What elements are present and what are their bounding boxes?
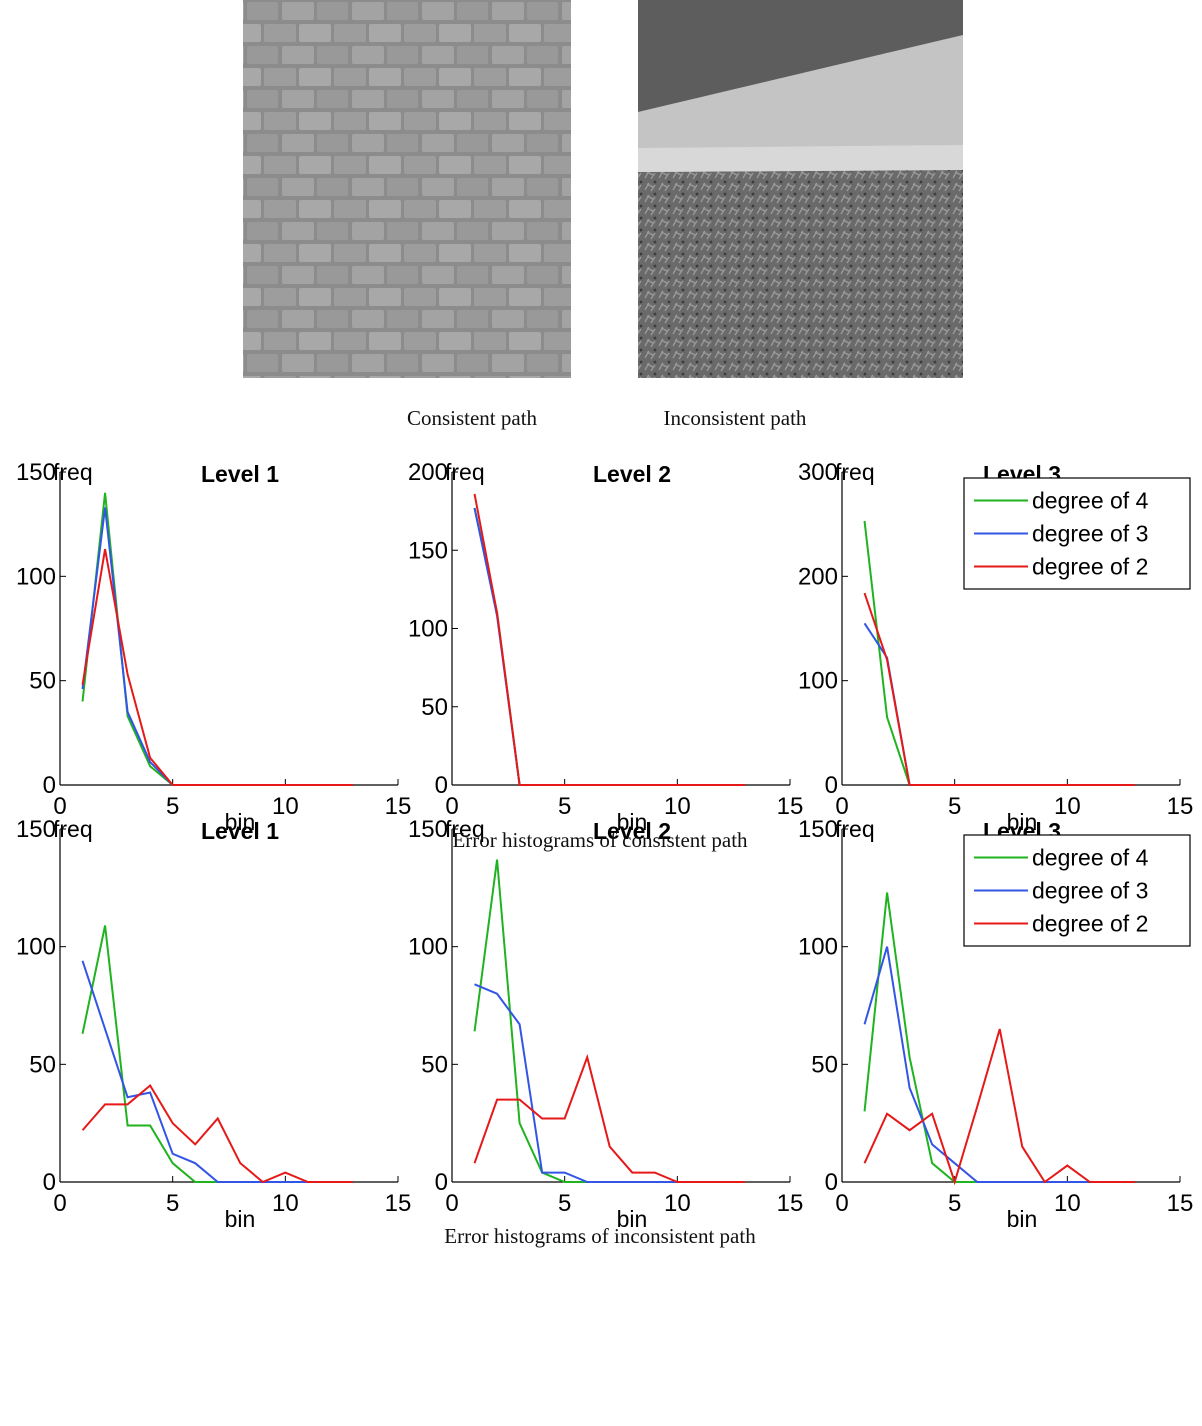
legend-label: degree of 3 <box>1032 878 1148 904</box>
x-tick-label: 0 <box>53 1190 66 1217</box>
data-line <box>863 1028 1135 1186</box>
x-tick-label: 0 <box>53 793 66 820</box>
x-axis-label: bin <box>1007 1206 1038 1232</box>
x-tick-label: 15 <box>385 793 412 820</box>
y-tick-label: 50 <box>421 694 448 721</box>
y-axis-label: freq <box>53 459 93 485</box>
y-tick-label: 50 <box>29 1051 56 1078</box>
x-axis-label: bin <box>617 1206 648 1232</box>
x-tick-label: 5 <box>948 793 961 820</box>
y-axis-label: freq <box>445 459 485 485</box>
data-line <box>81 925 353 1183</box>
data-line <box>81 549 353 786</box>
chart-title: Level 2 <box>593 818 671 844</box>
x-tick-label: 15 <box>777 793 804 820</box>
data-line <box>863 592 1135 786</box>
chart: 0 50 100 150 0 5 10 15 Level 1 freq bin <box>16 816 411 1232</box>
data-line <box>81 1083 353 1184</box>
x-axis-label: bin <box>225 809 256 835</box>
legend-label: degree of 4 <box>1032 488 1149 514</box>
legend-label: degree of 2 <box>1032 911 1148 937</box>
chart-title: Level 1 <box>201 461 279 487</box>
chart-title: Level 1 <box>201 818 279 844</box>
y-axis-label: freq <box>53 816 93 842</box>
chart-title: Level 2 <box>593 461 671 487</box>
x-tick-label: 15 <box>777 1190 804 1217</box>
data-line <box>81 492 353 786</box>
y-tick-label: 150 <box>16 816 56 843</box>
y-axis-label: freq <box>835 816 875 842</box>
photo-consistent <box>243 0 571 378</box>
x-tick-label: 15 <box>385 1190 412 1217</box>
legend-label: degree of 2 <box>1032 554 1148 580</box>
caption: Error histograms of inconsistent path <box>444 1224 756 1248</box>
x-tick-label: 0 <box>835 793 848 820</box>
x-tick-label: 5 <box>166 1190 179 1217</box>
y-tick-label: 200 <box>408 459 448 486</box>
y-tick-label: 50 <box>29 668 56 695</box>
caption: Inconsistent path <box>663 406 807 430</box>
data-line <box>81 960 353 1183</box>
data-line <box>474 983 745 1183</box>
data-line <box>473 859 745 1183</box>
x-tick-label: 0 <box>445 1190 458 1217</box>
legend-label: degree of 4 <box>1032 845 1149 871</box>
x-axis-label: bin <box>225 1206 256 1232</box>
y-tick-label: 0 <box>825 1169 838 1196</box>
data-line <box>863 946 1135 1183</box>
x-tick-label: 5 <box>948 1190 961 1217</box>
chart: 0 50 100 150 200 0 5 10 15 Level 2 freq bin <box>408 459 803 835</box>
x-tick-label: 5 <box>558 793 571 820</box>
y-tick-label: 200 <box>798 563 838 590</box>
x-tick-label: 10 <box>272 1190 299 1217</box>
y-tick-label: 100 <box>16 563 56 590</box>
caption: Consistent path <box>406 406 538 430</box>
y-tick-label: 100 <box>408 616 448 643</box>
y-tick-label: 150 <box>16 459 56 486</box>
y-tick-label: 100 <box>408 934 448 961</box>
x-tick-label: 10 <box>1054 1190 1081 1217</box>
data-line <box>473 493 745 786</box>
y-tick-label: 0 <box>43 1169 56 1196</box>
y-tick-label: 100 <box>16 934 56 961</box>
x-tick-label: 10 <box>664 1190 691 1217</box>
data-line <box>473 1053 745 1183</box>
y-tick-label: 0 <box>435 1169 448 1196</box>
x-tick-label: 5 <box>558 1190 571 1217</box>
y-tick-label: 100 <box>798 934 838 961</box>
x-axis-label: bin <box>1007 809 1038 835</box>
x-tick-label: 0 <box>835 1190 848 1217</box>
x-axis-label: bin <box>617 809 648 835</box>
y-tick-label: 50 <box>421 1051 448 1078</box>
y-axis-label: freq <box>445 816 485 842</box>
y-tick-label: 150 <box>798 816 838 843</box>
chart: 0 50 100 150 0 5 10 15 Level 2 freq bin <box>408 816 803 1232</box>
x-tick-label: 10 <box>664 793 691 820</box>
y-tick-label: 150 <box>408 537 448 564</box>
x-tick-label: 5 <box>166 793 179 820</box>
chart: 0 50 100 150 0 5 10 15 Level 1 freq bin <box>16 459 411 835</box>
legend-label: degree of 3 <box>1032 521 1148 547</box>
y-tick-label: 100 <box>798 668 838 695</box>
y-tick-label: 300 <box>798 459 838 486</box>
y-tick-label: 50 <box>811 1051 838 1078</box>
x-tick-label: 0 <box>445 793 458 820</box>
y-tick-label: 0 <box>43 772 56 799</box>
photo-inconsistent <box>638 0 963 378</box>
y-axis-label: freq <box>835 459 875 485</box>
y-tick-label: 0 <box>825 772 838 799</box>
caption: Error histograms of consistent path <box>452 828 748 852</box>
y-tick-label: 150 <box>408 816 448 843</box>
x-tick-label: 10 <box>1054 793 1081 820</box>
x-tick-label: 15 <box>1167 793 1194 820</box>
x-tick-label: 10 <box>272 793 299 820</box>
y-tick-label: 0 <box>435 772 448 799</box>
x-tick-label: 15 <box>1167 1190 1194 1217</box>
